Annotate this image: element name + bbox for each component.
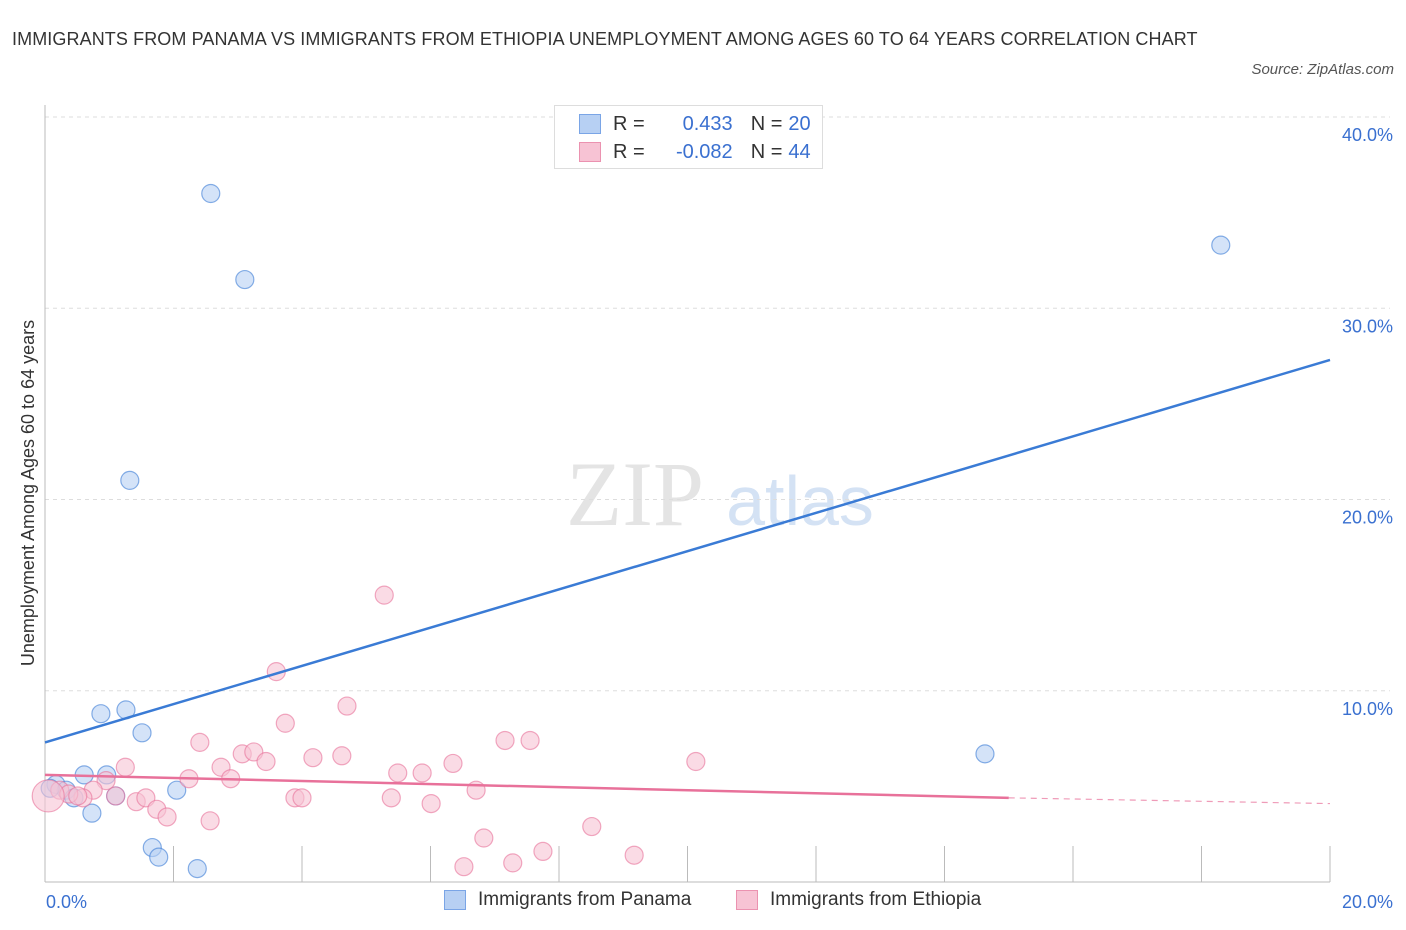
ethiopia-trendline (44, 773, 1009, 800)
ethiopia-point (503, 853, 523, 873)
ethiopia-point (275, 713, 295, 733)
ethiopia-point (303, 748, 323, 768)
ethiopia-point (582, 816, 602, 837)
source-label: Source: ZipAtlas.com (1251, 61, 1394, 78)
legend-row-panama: R = 0.433 N = 20 (579, 110, 811, 138)
n-label: N = (750, 140, 783, 163)
ethiopia-point (495, 730, 515, 751)
y-tick-label: 10.0% (1342, 699, 1393, 719)
ethiopia-point (190, 732, 210, 752)
y-axis-label: Unemployment Among Ages 60 to 64 years (18, 320, 38, 666)
ethiopia-point (332, 746, 352, 766)
ethiopia-point (106, 786, 126, 806)
panama-point (82, 803, 102, 823)
ethiopia-point (412, 763, 432, 783)
y-tick-label: 20.0% (1342, 508, 1393, 528)
panama-point (132, 723, 152, 743)
bottom-legend-ethiopia: Immigrants from Ethiopia (736, 889, 981, 911)
ethiopia-point (31, 779, 65, 813)
ethiopia-point (624, 845, 644, 865)
ethiopia-point (520, 730, 540, 751)
legend-box: R = 0.433 N = 20 R = -0.082 N = 44 (554, 105, 823, 169)
y-tick-label: 40.0% (1342, 125, 1393, 145)
ethiopia-point (337, 696, 357, 716)
ethiopia-n-value: 44 (788, 140, 811, 163)
ethiopia-point (292, 788, 312, 808)
ethiopia-point (686, 751, 706, 772)
panama-r-value: 0.433 (682, 112, 733, 135)
panama-trendline (44, 358, 1331, 744)
watermark-atlas: atlas (726, 462, 874, 540)
ethiopia-point (381, 788, 401, 808)
ethiopia-trendline-extension (1008, 797, 1331, 805)
r-label: R = (613, 140, 645, 163)
panama-swatch (444, 890, 466, 910)
panama-point (975, 744, 995, 764)
ethiopia-point (68, 786, 88, 806)
ethiopia-point (443, 753, 463, 774)
ethiopia-point (533, 841, 553, 862)
panama-point (91, 704, 111, 724)
x-tick-label: 20.0% (1342, 892, 1393, 912)
panama-point (167, 780, 187, 800)
ethiopia-point (454, 857, 474, 877)
ethiopia-point (157, 807, 177, 827)
ethiopia-swatch (736, 890, 758, 910)
panama-point (201, 183, 221, 204)
y-tick-label: 30.0% (1342, 316, 1393, 336)
ethiopia-point (115, 757, 135, 777)
panama-point (149, 847, 169, 867)
ethiopia-point (421, 793, 441, 814)
bottom-legend-panama: Immigrants from Panama (444, 889, 691, 911)
chart-title: IMMIGRANTS FROM PANAMA VS IMMIGRANTS FRO… (12, 29, 1198, 49)
watermark-zip: ZIP (566, 443, 704, 545)
ethiopia-point (374, 585, 394, 605)
r-label: R = (613, 112, 645, 135)
ethiopia-point (256, 751, 276, 772)
ethiopia-swatch (579, 142, 601, 162)
panama-swatch (579, 114, 601, 134)
panama-point (187, 859, 207, 879)
x-tick-label: 0.0% (46, 892, 87, 912)
ethiopia-point (474, 828, 494, 848)
ethiopia-r-value: -0.082 (675, 140, 733, 163)
n-label: N = (750, 112, 783, 135)
panama-point (235, 269, 255, 290)
panama-point (120, 470, 140, 490)
ethiopia-point (388, 763, 408, 783)
legend-row-ethiopia: R = -0.082 N = 44 (579, 138, 811, 166)
ethiopia-series-label: Immigrants from Ethiopia (770, 889, 982, 910)
panama-series-label: Immigrants from Panama (478, 889, 692, 910)
panama-n-value: 20 (788, 112, 811, 135)
panama-point (1211, 235, 1231, 255)
ethiopia-point (200, 811, 220, 831)
